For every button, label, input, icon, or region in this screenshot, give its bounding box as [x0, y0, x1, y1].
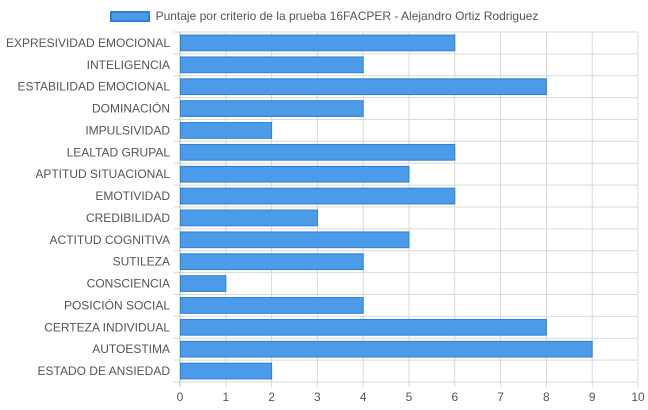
bar	[180, 100, 364, 117]
category-label: ESTABILIDAD EMOCIONAL	[18, 80, 171, 94]
category-label: CREDIBILIDAD	[86, 211, 170, 225]
bar	[180, 122, 273, 139]
bar	[180, 362, 273, 380]
x-tick-label: 5	[406, 390, 413, 404]
bar	[180, 34, 456, 52]
bar	[180, 253, 364, 271]
bar	[180, 318, 547, 336]
category-label: APTITUD SITUACIONAL	[35, 167, 170, 181]
category-label: POSICIÓN SOCIAL	[64, 297, 170, 312]
category-label: AUTOESTIMA	[92, 342, 170, 356]
bar	[180, 209, 318, 227]
bar	[180, 187, 456, 205]
x-tick-label: 3	[314, 390, 321, 404]
category-label: EXPRESIVIDAD EMOCIONAL	[6, 36, 170, 50]
x-tick-label: 9	[589, 390, 596, 404]
x-tick-label: 8	[543, 390, 550, 404]
category-label: CERTEZA INDIVIDUAL	[44, 320, 170, 334]
category-label: SUTILEZA	[113, 255, 170, 269]
bar	[180, 56, 364, 74]
category-label: LEALTAD GRUPAL	[67, 145, 171, 159]
x-tick-label: 6	[451, 390, 458, 404]
category-label: IMPULSIVIDAD	[85, 123, 170, 137]
category-label: EMOTIVIDAD	[95, 189, 170, 203]
x-tick-label: 1	[222, 390, 229, 404]
bar	[180, 231, 410, 249]
chart-legend[interactable]: Puntaje por criterio de la prueba 16FACP…	[0, 7, 648, 25]
x-tick-label: 4	[360, 390, 367, 404]
category-label: ACTITUD COGNITIVA	[50, 233, 170, 247]
x-tick-label: 7	[497, 390, 504, 404]
x-tick-label: 0	[177, 390, 184, 404]
category-label: ESTADO DE ANSIEDAD	[38, 364, 171, 378]
legend-swatch	[109, 10, 150, 22]
x-tick-label: 2	[268, 390, 275, 404]
category-label: DOMINACIÓN	[92, 101, 170, 116]
category-label: INTELIGENCIA	[87, 58, 170, 72]
bar	[180, 340, 593, 358]
legend-label: Puntaje por criterio de la prueba 16FACP…	[155, 9, 539, 23]
bar	[180, 78, 547, 96]
bar	[180, 275, 227, 292]
category-label: CONSCIENCIA	[87, 277, 170, 291]
bar	[180, 143, 456, 161]
bar	[180, 165, 410, 183]
bar	[180, 297, 364, 314]
x-tick-label: 10	[631, 390, 645, 404]
